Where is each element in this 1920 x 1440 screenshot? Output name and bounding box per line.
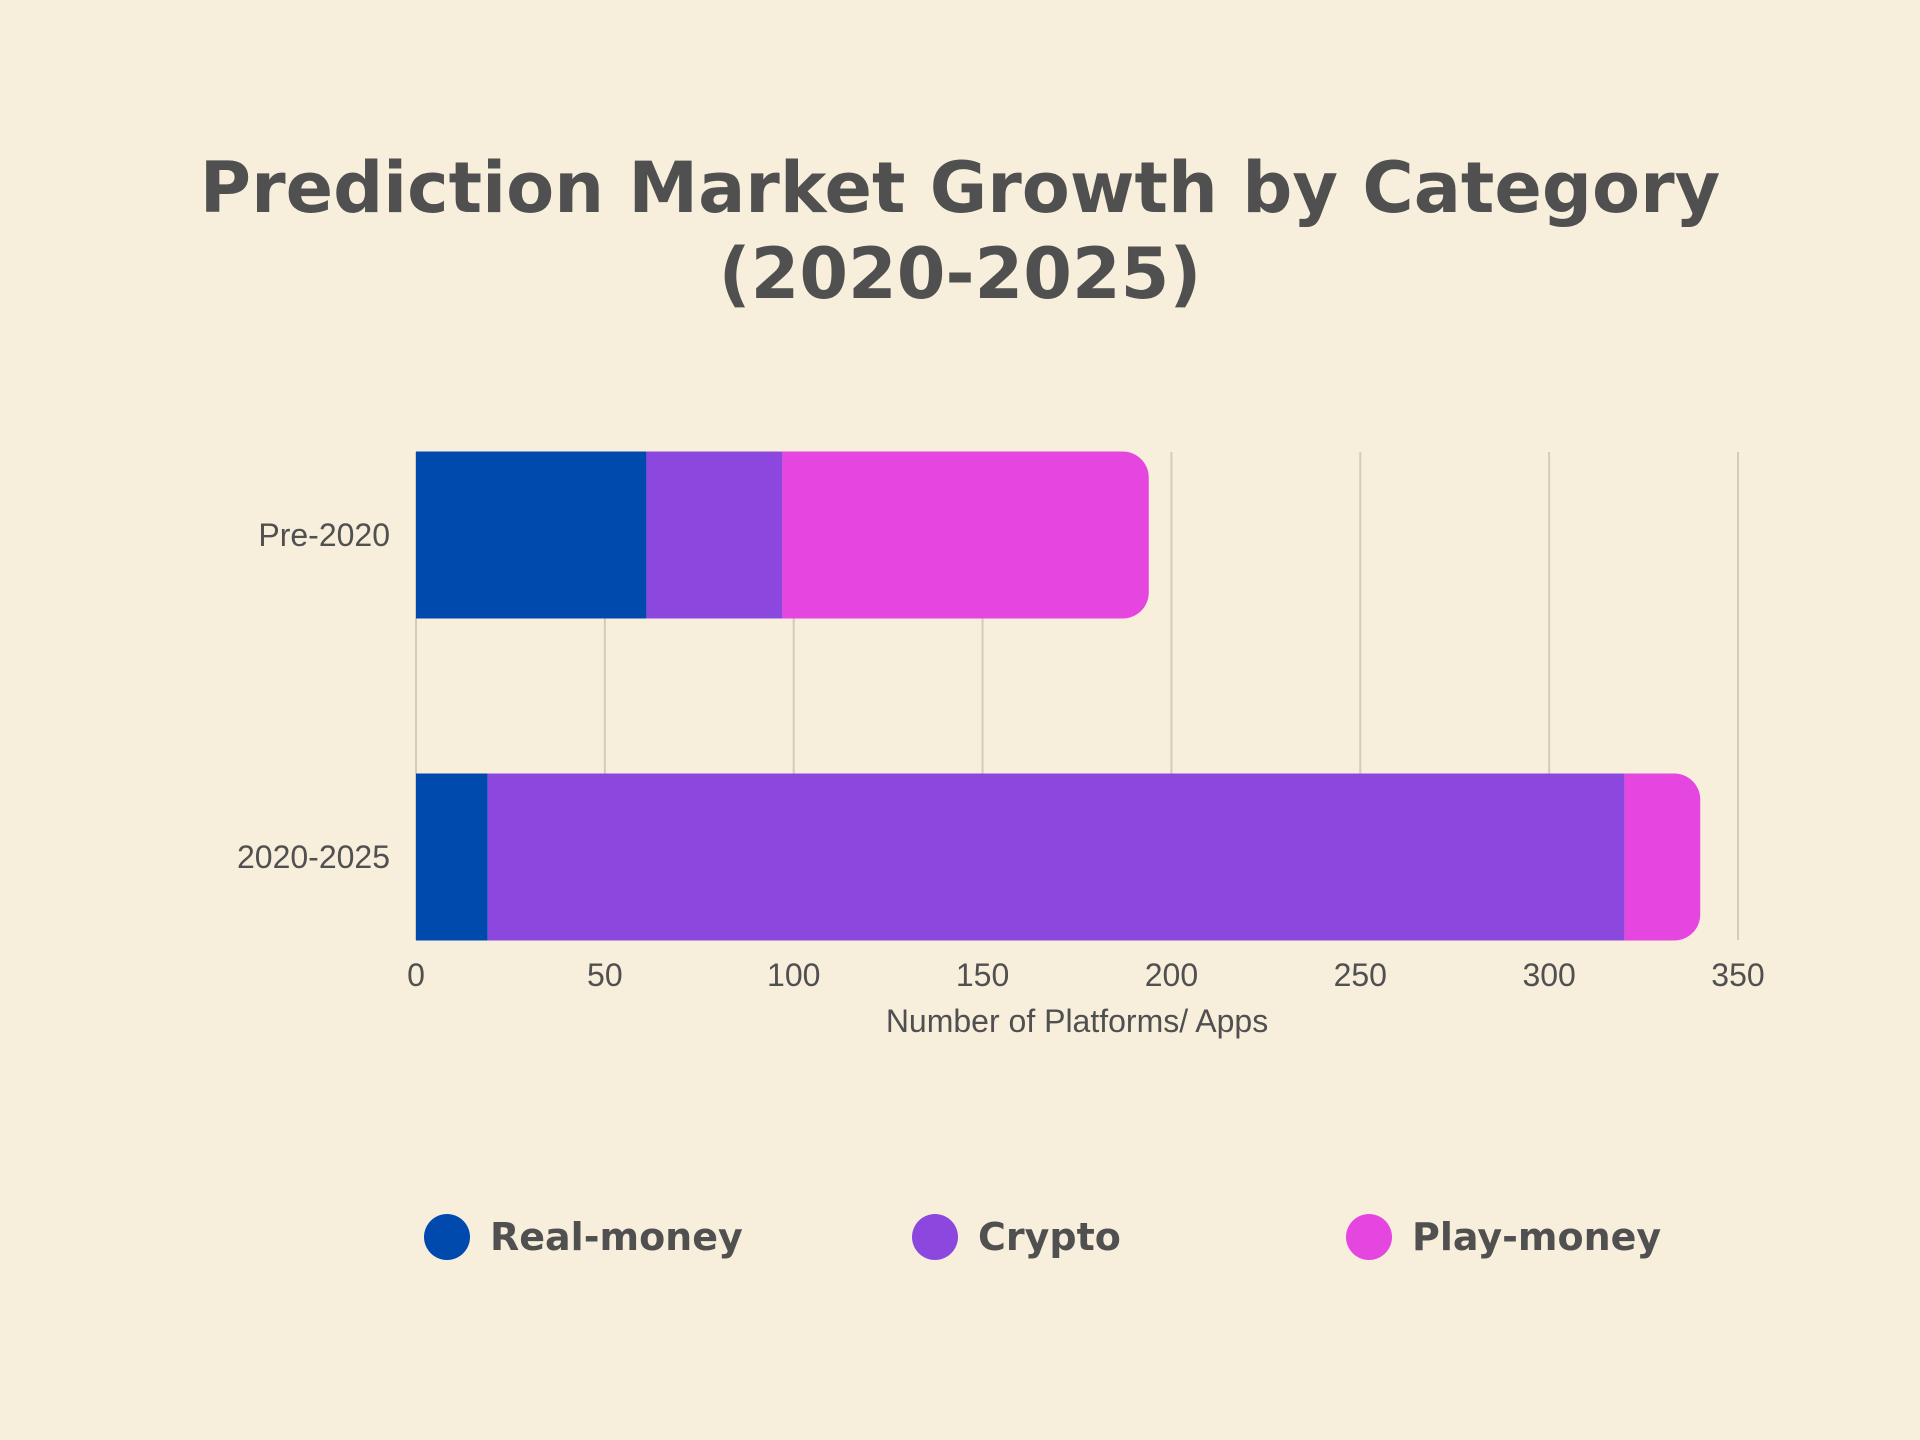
chart-title: Prediction Market Growth by Category (20… <box>200 147 1720 315</box>
bar-pre-2020-play-money <box>782 451 1149 619</box>
x-tick-label-100: 100 <box>767 957 820 993</box>
legend-marker-play-money <box>1346 1214 1392 1260</box>
legend-marker-crypto <box>912 1214 958 1260</box>
x-tick-label-0: 0 <box>407 957 425 993</box>
legend-item-crypto: Crypto <box>912 1214 1121 1260</box>
bars <box>416 451 1701 941</box>
y-category-label-pre-2020: Pre-2020 <box>258 517 390 553</box>
legend-marker-real-money <box>424 1214 470 1260</box>
legend-item-play-money: Play-money <box>1346 1214 1661 1260</box>
bar-pre-2020-crypto <box>646 451 783 619</box>
bar-2020-2025-crypto <box>487 773 1625 941</box>
x-axis-tick-labels: 0 50 100 150 200 250 300 350 <box>407 957 1765 993</box>
x-axis-label: Number of Platforms/ Apps <box>886 1003 1268 1039</box>
x-tick-label-300: 300 <box>1522 957 1575 993</box>
bar-2020-2025-play-money <box>1624 773 1701 941</box>
x-tick-label-150: 150 <box>956 957 1009 993</box>
y-category-label-2020-2025: 2020-2025 <box>237 839 390 875</box>
x-tick-label-350: 350 <box>1711 957 1764 993</box>
y-axis-category-labels: Pre-2020 2020-2025 <box>237 517 390 875</box>
bar-pre-2020-real-money <box>416 451 647 619</box>
x-tick-label-200: 200 <box>1145 957 1198 993</box>
legend-label-real-money: Real-money <box>490 1215 743 1259</box>
legend-item-real-money: Real-money <box>424 1214 743 1260</box>
chart-title-line-1: Prediction Market Growth by Category <box>200 147 1720 229</box>
x-tick-label-50: 50 <box>587 957 623 993</box>
legend-label-crypto: Crypto <box>978 1215 1121 1259</box>
legend-label-play-money: Play-money <box>1412 1215 1661 1259</box>
chart-title-line-2: (2020-2025) <box>719 233 1202 315</box>
bar-2020-2025-real-money <box>416 773 488 941</box>
legend: Real-money Crypto Play-money <box>424 1214 1661 1260</box>
x-tick-label-250: 250 <box>1334 957 1387 993</box>
